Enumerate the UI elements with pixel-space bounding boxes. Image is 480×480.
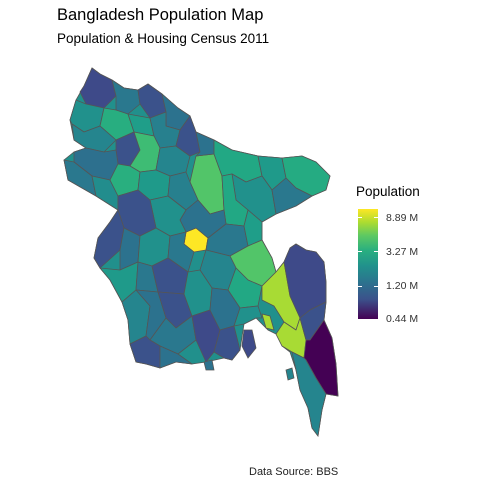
district-barisal-f	[129, 335, 161, 369]
district-barisal-h	[213, 325, 241, 361]
district-barisal-g	[159, 345, 193, 369]
district-north-b	[111, 79, 141, 115]
population-legend: Population 8.89 M 3.27 M 1.20 M 0.44 M	[354, 184, 464, 334]
legend-title: Population	[356, 184, 420, 199]
legend-color-bar	[358, 209, 378, 320]
district-north-i	[71, 123, 117, 153]
map-subtitle: Population & Housing Census 2011	[57, 31, 270, 46]
district-rangamati	[283, 243, 327, 319]
legend-tick-label: 1.20 M	[386, 280, 419, 292]
island-hatiya	[261, 313, 275, 331]
legend-tick-label: 8.89 M	[386, 212, 419, 224]
district-sylhet-e	[271, 177, 313, 215]
legend-tick-label: 0.44 M	[386, 313, 419, 325]
data-source-caption: Data Source: BBS	[249, 466, 339, 478]
island-south-a	[203, 359, 215, 371]
district-coxs-bazar	[291, 351, 327, 437]
district-noakhali	[233, 305, 263, 327]
legend-tick-label: 3.27 M	[386, 246, 419, 258]
island-south-b	[285, 367, 295, 381]
map-title: Bangladesh Population Map	[57, 6, 264, 24]
island-bhola	[241, 329, 257, 359]
